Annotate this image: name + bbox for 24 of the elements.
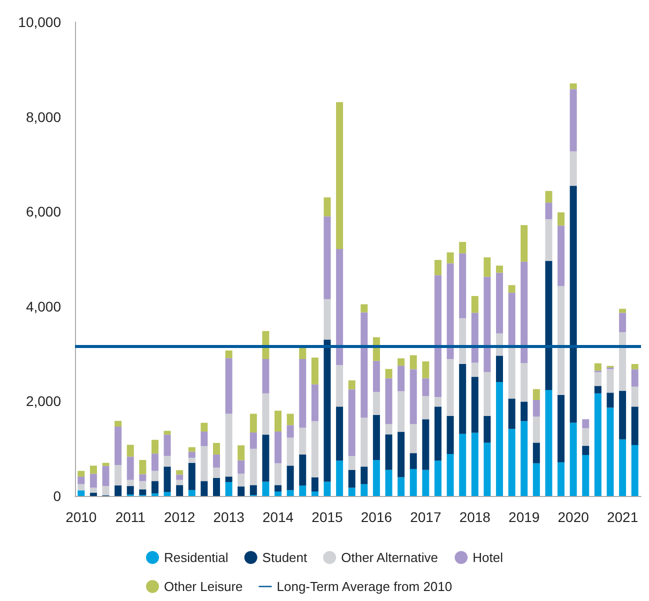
legend-label: Other Alternative: [341, 550, 438, 565]
x-tick-label: 2021: [606, 509, 638, 525]
y-tick-label: 4,000: [26, 298, 62, 314]
x-tick-label: 2018: [459, 509, 491, 525]
legend-label: Long-Term Average from 2010: [276, 579, 452, 594]
x-tick-label: 2020: [558, 509, 590, 525]
x-tick-label: 2019: [508, 509, 540, 525]
legend-label: Student: [262, 550, 308, 565]
x-tick-label: 2016: [360, 509, 392, 525]
x-tick-label: 2015: [312, 509, 344, 525]
y-tick-label: 0: [53, 488, 62, 504]
x-tick-label: 2010: [66, 509, 97, 525]
x-tick-label: 2017: [410, 509, 442, 525]
x-tick-label: 2014: [262, 509, 294, 525]
x-tick-label: 2012: [164, 509, 196, 525]
legend-label: Other Leisure: [164, 579, 243, 594]
legend-label: Residential: [164, 550, 228, 565]
y-tick-label: 10,000: [18, 14, 62, 30]
y-tick-label: 6,000: [26, 204, 62, 220]
x-tick-label: 2011: [115, 509, 146, 525]
y-tick-label: 2,000: [26, 393, 62, 410]
x-tick-label: 2013: [213, 509, 245, 525]
legend-label: Hotel: [472, 550, 504, 565]
y-tick-label: 8,000: [26, 108, 62, 125]
